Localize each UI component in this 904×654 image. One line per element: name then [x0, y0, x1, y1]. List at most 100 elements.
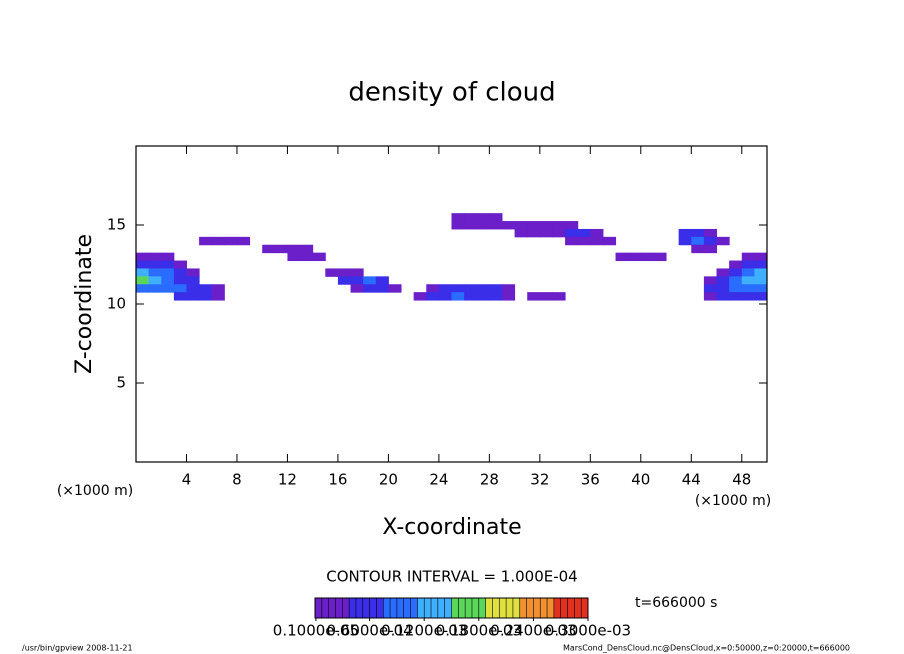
x-tick-label: 48 [732, 471, 751, 489]
contour-cell [716, 292, 730, 301]
contour-cell [199, 284, 213, 293]
colorbar-segment [451, 598, 487, 618]
x-tick-label: 36 [581, 471, 600, 489]
chart-title: density of cloud [348, 78, 555, 108]
contour-cell [464, 221, 478, 230]
x-tick-label: 12 [278, 471, 297, 489]
colorbar-segment [383, 598, 418, 618]
x-tick-label: 32 [530, 471, 549, 489]
x-tick-label: 40 [631, 471, 650, 489]
contour-cell [426, 292, 440, 301]
contour-cell [565, 228, 579, 238]
x-tick-label: 16 [328, 471, 347, 489]
contour-cell [754, 252, 768, 262]
contour-cell [148, 268, 162, 277]
contour-cell [148, 276, 162, 285]
contour-cell [173, 260, 187, 269]
contour-cell [501, 292, 516, 301]
y-axis-label: Z-coordinate [72, 234, 97, 374]
contour-cell [161, 268, 175, 277]
contour-cell [741, 268, 755, 277]
contour-interval: CONTOUR INTERVAL = 1.000E-04 [326, 568, 577, 586]
contour-cell [716, 236, 730, 246]
contour-cell [199, 236, 213, 246]
x-tick-label: 24 [429, 471, 448, 489]
contour-cell [489, 221, 503, 230]
contour-cell [148, 260, 162, 269]
contour-cell [186, 292, 200, 301]
contour-cell [136, 276, 150, 285]
contour-cell [451, 213, 465, 222]
contour-cell [173, 268, 187, 277]
contour-cell [186, 268, 200, 277]
colorbar-frame [314, 597, 589, 619]
x-unit-label: (×1000 m) [57, 483, 133, 499]
contour-cell [287, 252, 301, 262]
contour-cell [716, 268, 730, 277]
contour-cell [274, 244, 288, 254]
contour-cell [590, 228, 604, 238]
x-tick-label: 4 [182, 471, 192, 489]
contour-cell [754, 292, 768, 301]
contour-cell [615, 252, 629, 262]
contour-cell [300, 244, 314, 254]
contour-cell [691, 244, 705, 254]
contour-cell [161, 284, 175, 293]
contour-cell [350, 268, 364, 277]
contour-cell [527, 292, 541, 301]
contour-cell [489, 292, 503, 301]
colorbar-tick-label: 0.1000e-05 [273, 622, 359, 640]
contour-cell [438, 284, 452, 293]
contour-cell [754, 276, 768, 285]
colorbar-segment [417, 598, 452, 618]
contour-cell [287, 244, 301, 254]
contour-cell [413, 292, 427, 301]
contour-cell [628, 252, 642, 262]
contour-cell [136, 260, 150, 269]
contour-cell [375, 284, 389, 293]
contour-cell [653, 252, 667, 262]
contour-cell [691, 236, 705, 246]
contour-cell [678, 228, 692, 238]
contour-cell [729, 284, 743, 293]
contour-cell [741, 292, 755, 301]
contour-cell [565, 221, 579, 230]
contour-cell [703, 244, 718, 254]
footer: MarsCond_DensCloud.nc@DensCloud,x=0:5000… [563, 644, 850, 653]
contour-cell [741, 284, 755, 293]
contour-cell [716, 284, 730, 293]
contour-cell [716, 276, 730, 285]
contour-cell [539, 221, 553, 230]
contour-cell [514, 228, 528, 238]
contour-cell [211, 292, 225, 301]
contour-cell [211, 284, 225, 293]
contour-cell [741, 260, 755, 269]
contour-cell [337, 268, 352, 277]
contour-cell [325, 268, 339, 277]
colorbar-segment [349, 598, 384, 618]
contour-cell [363, 276, 377, 285]
contour-cell [186, 284, 200, 293]
y-tick-label: 5 [116, 374, 126, 392]
contour-cell [501, 284, 516, 293]
contour-cell [186, 276, 200, 285]
contour-cell [148, 252, 162, 262]
contour-cell [300, 252, 314, 262]
contour-cell [136, 252, 150, 262]
contour-cell [678, 236, 692, 246]
contour-cell [161, 260, 175, 269]
colorbar-tick-label: 0.3000e-03 [545, 622, 631, 640]
contour-cell [552, 292, 566, 301]
colorbar-tick-label: 0.1800e-03 [436, 622, 522, 640]
contour-cell [539, 292, 553, 301]
footer: /usr/bin/gpview 2008-11-21 [22, 644, 133, 653]
contour-cell [438, 292, 452, 301]
x-tick-label: 8 [232, 471, 242, 489]
colorbar-segment [519, 598, 555, 618]
colorbar-tick-label: 0.1200e-03 [381, 622, 467, 640]
contour-cell [729, 260, 743, 269]
colorbar-segment [315, 598, 350, 618]
contour-cell [476, 284, 490, 293]
contour-cell [741, 252, 755, 262]
